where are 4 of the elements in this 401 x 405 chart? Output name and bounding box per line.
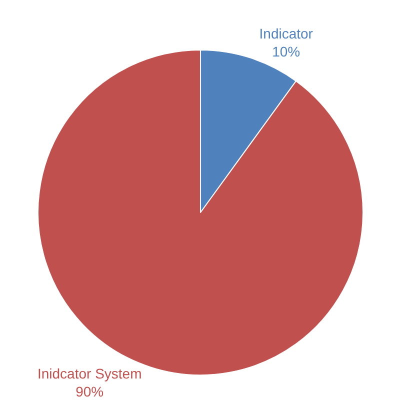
data-label: 10% — [272, 44, 300, 60]
slice-label: Indicator — [259, 25, 314, 42]
slice-label: Inidcator System — [37, 365, 142, 382]
data-label: 90% — [76, 384, 104, 400]
